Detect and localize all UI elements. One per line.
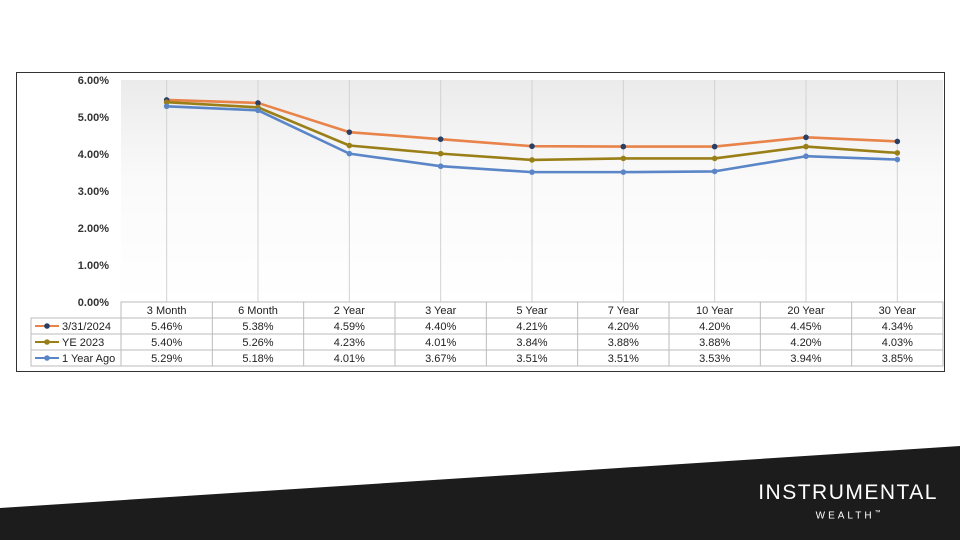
series-0-point bbox=[711, 143, 718, 150]
y-tick-label: 1.00% bbox=[78, 260, 109, 272]
y-tick-label: 5.00% bbox=[78, 112, 109, 124]
legend-swatch-marker bbox=[44, 355, 50, 361]
x-tick-label: 3 Year bbox=[425, 305, 457, 317]
table-cell: 3.84% bbox=[516, 337, 547, 349]
table-cell: 4.59% bbox=[334, 321, 365, 333]
legend-label: YE 2023 bbox=[62, 337, 104, 349]
table-cell: 5.46% bbox=[151, 321, 182, 333]
table-cell: 3.85% bbox=[882, 353, 913, 365]
trademark-mark: ™ bbox=[874, 510, 881, 516]
yield-curve-chart: 0.00% 1.00% 2.00% 3.00% 4.00% 5.00% 6.00% 3 Mo… bbox=[16, 72, 945, 372]
y-tick-label: 4.00% bbox=[78, 149, 109, 161]
brand-subtitle: WEALTH™ bbox=[758, 507, 938, 522]
x-tick-label: 10 Year bbox=[696, 305, 734, 317]
table-cell: 5.26% bbox=[242, 337, 273, 349]
series-lines bbox=[163, 97, 901, 175]
table-cell: 4.20% bbox=[790, 337, 821, 349]
table-cell: 5.18% bbox=[242, 353, 273, 365]
series-1-point bbox=[163, 99, 170, 105]
table-cell: 5.40% bbox=[151, 337, 182, 349]
grid-lines bbox=[166, 80, 898, 302]
x-tick-label: 30 Year bbox=[879, 305, 917, 317]
series-1-point bbox=[803, 143, 809, 150]
y-tick-label: 3.00% bbox=[78, 186, 109, 198]
brand-logo: INSTRUMENTAL WEALTH™ bbox=[758, 481, 938, 522]
table-cell: 3.94% bbox=[790, 353, 821, 365]
table-cell: 3.67% bbox=[425, 353, 456, 365]
x-tick-label: 7 Year bbox=[608, 305, 640, 317]
series-2-point bbox=[346, 150, 353, 157]
series-1-point bbox=[894, 150, 901, 156]
series-0-point bbox=[437, 136, 444, 142]
table-cell: 4.20% bbox=[699, 321, 730, 333]
data-table: 3 Month 6 Month 2 Year 3 Year 5 Year 7 Year 10… bbox=[30, 301, 944, 367]
legend-label: 1 Year Ago bbox=[62, 353, 115, 365]
legend-label: 3/31/2024 bbox=[62, 321, 111, 333]
series-2-point bbox=[803, 153, 809, 160]
series-2-point bbox=[711, 168, 718, 175]
y-axis-ticks: 0.00% 1.00% 2.00% 3.00% 4.00% 5.00% 6.00% bbox=[78, 75, 109, 309]
series-1-point bbox=[437, 150, 444, 157]
y-tick-label: 6.00% bbox=[78, 75, 109, 87]
brand-name: INSTRUMENTAL bbox=[758, 481, 938, 504]
y-tick-label: 2.00% bbox=[78, 223, 109, 235]
x-tick-label: 5 Year bbox=[516, 305, 548, 317]
series-2-point bbox=[255, 107, 261, 114]
table-cell: 4.01% bbox=[425, 337, 456, 349]
table-cell: 4.21% bbox=[516, 321, 547, 333]
series-2-point bbox=[437, 163, 444, 170]
series-1-point bbox=[620, 155, 627, 162]
series-1-point bbox=[711, 155, 718, 162]
table-cell: 3.88% bbox=[608, 337, 639, 349]
table-cell: 3.53% bbox=[699, 353, 730, 365]
table-cell: 3.51% bbox=[608, 353, 639, 365]
series-0-point bbox=[620, 143, 627, 150]
table-cell: 4.40% bbox=[425, 321, 456, 333]
legend-swatch-marker bbox=[44, 323, 50, 329]
brand-sub-text: WEALTH bbox=[815, 510, 875, 522]
series-2-point bbox=[529, 169, 535, 175]
table-cell: 3.51% bbox=[516, 353, 547, 365]
series-1-point bbox=[346, 142, 353, 149]
x-tick-label: 6 Month bbox=[238, 305, 278, 317]
table-cell: 4.03% bbox=[882, 337, 913, 349]
x-tick-label: 20 Year bbox=[787, 305, 825, 317]
y-tick-label: 0.00% bbox=[78, 297, 109, 309]
series-2-point bbox=[620, 169, 627, 175]
x-tick-label: 3 Month bbox=[147, 305, 187, 317]
table-cell: 4.23% bbox=[334, 337, 365, 349]
series-0-point bbox=[255, 100, 261, 106]
x-tick-label: 2 Year bbox=[334, 305, 366, 317]
series-2-point bbox=[163, 103, 170, 110]
series-0-point bbox=[894, 138, 901, 145]
table-cell: 3.88% bbox=[699, 337, 730, 349]
table-cell: 4.20% bbox=[608, 321, 639, 333]
table-cell: 4.45% bbox=[790, 321, 821, 333]
chart-canvas: 0.00% 1.00% 2.00% 3.00% 4.00% 5.00% 6.00% 3 Mo… bbox=[30, 75, 944, 367]
series-0-point bbox=[803, 134, 809, 141]
legend-swatch-marker bbox=[44, 339, 50, 345]
table-cell: 5.38% bbox=[242, 321, 273, 333]
series-0-point bbox=[529, 143, 535, 150]
series-2-point bbox=[894, 156, 901, 163]
series-1-point bbox=[529, 157, 535, 163]
table-cell: 4.34% bbox=[882, 321, 913, 333]
series-0-point bbox=[346, 129, 353, 135]
table-cell: 5.29% bbox=[151, 353, 182, 365]
table-cell: 4.01% bbox=[334, 353, 365, 365]
